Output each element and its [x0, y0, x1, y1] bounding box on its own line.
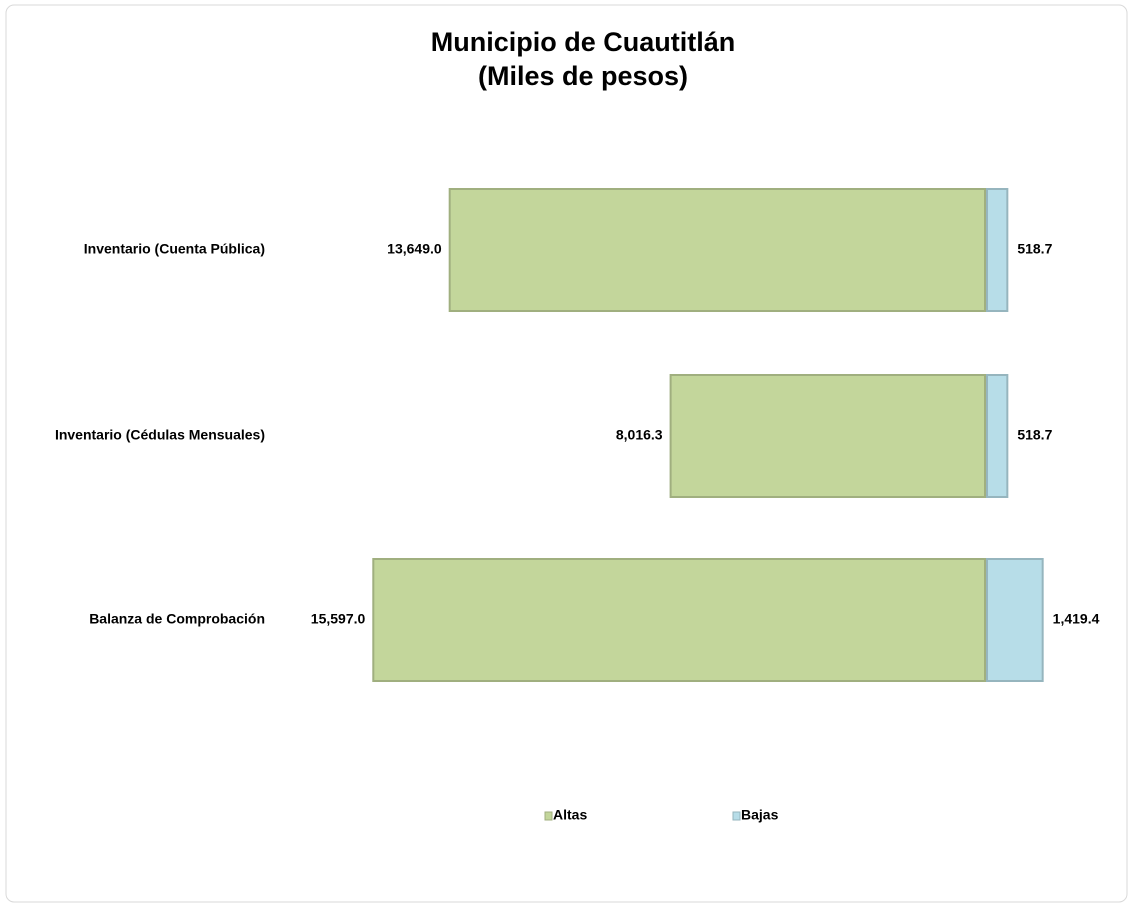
- value-label: 8,016.3: [616, 427, 663, 443]
- category-label: Inventario (Cuenta Pública): [84, 241, 265, 257]
- legend-label: Bajas: [741, 807, 779, 823]
- chart-subtitle: (Miles de pesos): [478, 61, 688, 91]
- bar: [986, 558, 1044, 682]
- value-label: 15,597.0: [311, 611, 366, 627]
- legend-label: Altas: [553, 807, 587, 823]
- bar: [372, 558, 987, 682]
- legend-swatch: [732, 811, 741, 821]
- value-label: 1,419.4: [1053, 611, 1100, 627]
- bar: [986, 374, 1009, 498]
- category-label: Balanza de Comprobación: [89, 611, 265, 627]
- bar: [669, 374, 986, 498]
- category-label: Inventario (Cédulas Mensuales): [55, 427, 265, 443]
- value-label: 13,649.0: [387, 241, 442, 257]
- bar: [448, 188, 986, 312]
- legend-swatch: [544, 811, 553, 821]
- value-label: 518.7: [1017, 427, 1052, 443]
- bar: [986, 188, 1009, 312]
- chart-title: Municipio de Cuautitlán: [431, 27, 736, 57]
- value-label: 518.7: [1017, 241, 1052, 257]
